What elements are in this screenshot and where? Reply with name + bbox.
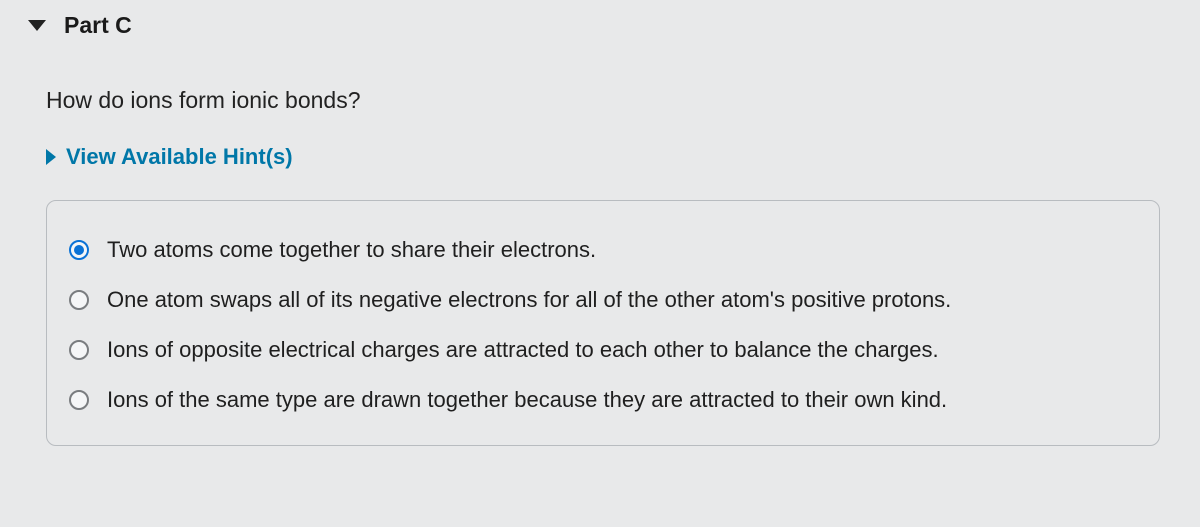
question-text: How do ions form ionic bonds? bbox=[46, 87, 1160, 114]
options-box: Two atoms come together to share their e… bbox=[46, 200, 1160, 446]
part-title: Part C bbox=[64, 12, 132, 39]
part-header: Part C bbox=[28, 12, 1160, 39]
option-row-2[interactable]: Ions of opposite electrical charges are … bbox=[69, 325, 1137, 375]
radio-button[interactable] bbox=[69, 240, 89, 260]
radio-button[interactable] bbox=[69, 390, 89, 410]
radio-button[interactable] bbox=[69, 340, 89, 360]
collapse-icon[interactable] bbox=[28, 20, 46, 31]
option-label: Ions of opposite electrical charges are … bbox=[107, 337, 939, 363]
option-label: One atom swaps all of its negative elect… bbox=[107, 287, 951, 313]
option-row-3[interactable]: Ions of the same type are drawn together… bbox=[69, 375, 1137, 425]
question-container: Part C How do ions form ionic bonds? Vie… bbox=[0, 0, 1200, 466]
option-row-0[interactable]: Two atoms come together to share their e… bbox=[69, 225, 1137, 275]
radio-button[interactable] bbox=[69, 290, 89, 310]
option-label: Two atoms come together to share their e… bbox=[107, 237, 596, 263]
option-row-1[interactable]: One atom swaps all of its negative elect… bbox=[69, 275, 1137, 325]
chevron-right-icon bbox=[46, 149, 56, 165]
option-label: Ions of the same type are drawn together… bbox=[107, 387, 947, 413]
hints-label: View Available Hint(s) bbox=[66, 144, 293, 170]
view-hints-button[interactable]: View Available Hint(s) bbox=[46, 144, 1160, 170]
